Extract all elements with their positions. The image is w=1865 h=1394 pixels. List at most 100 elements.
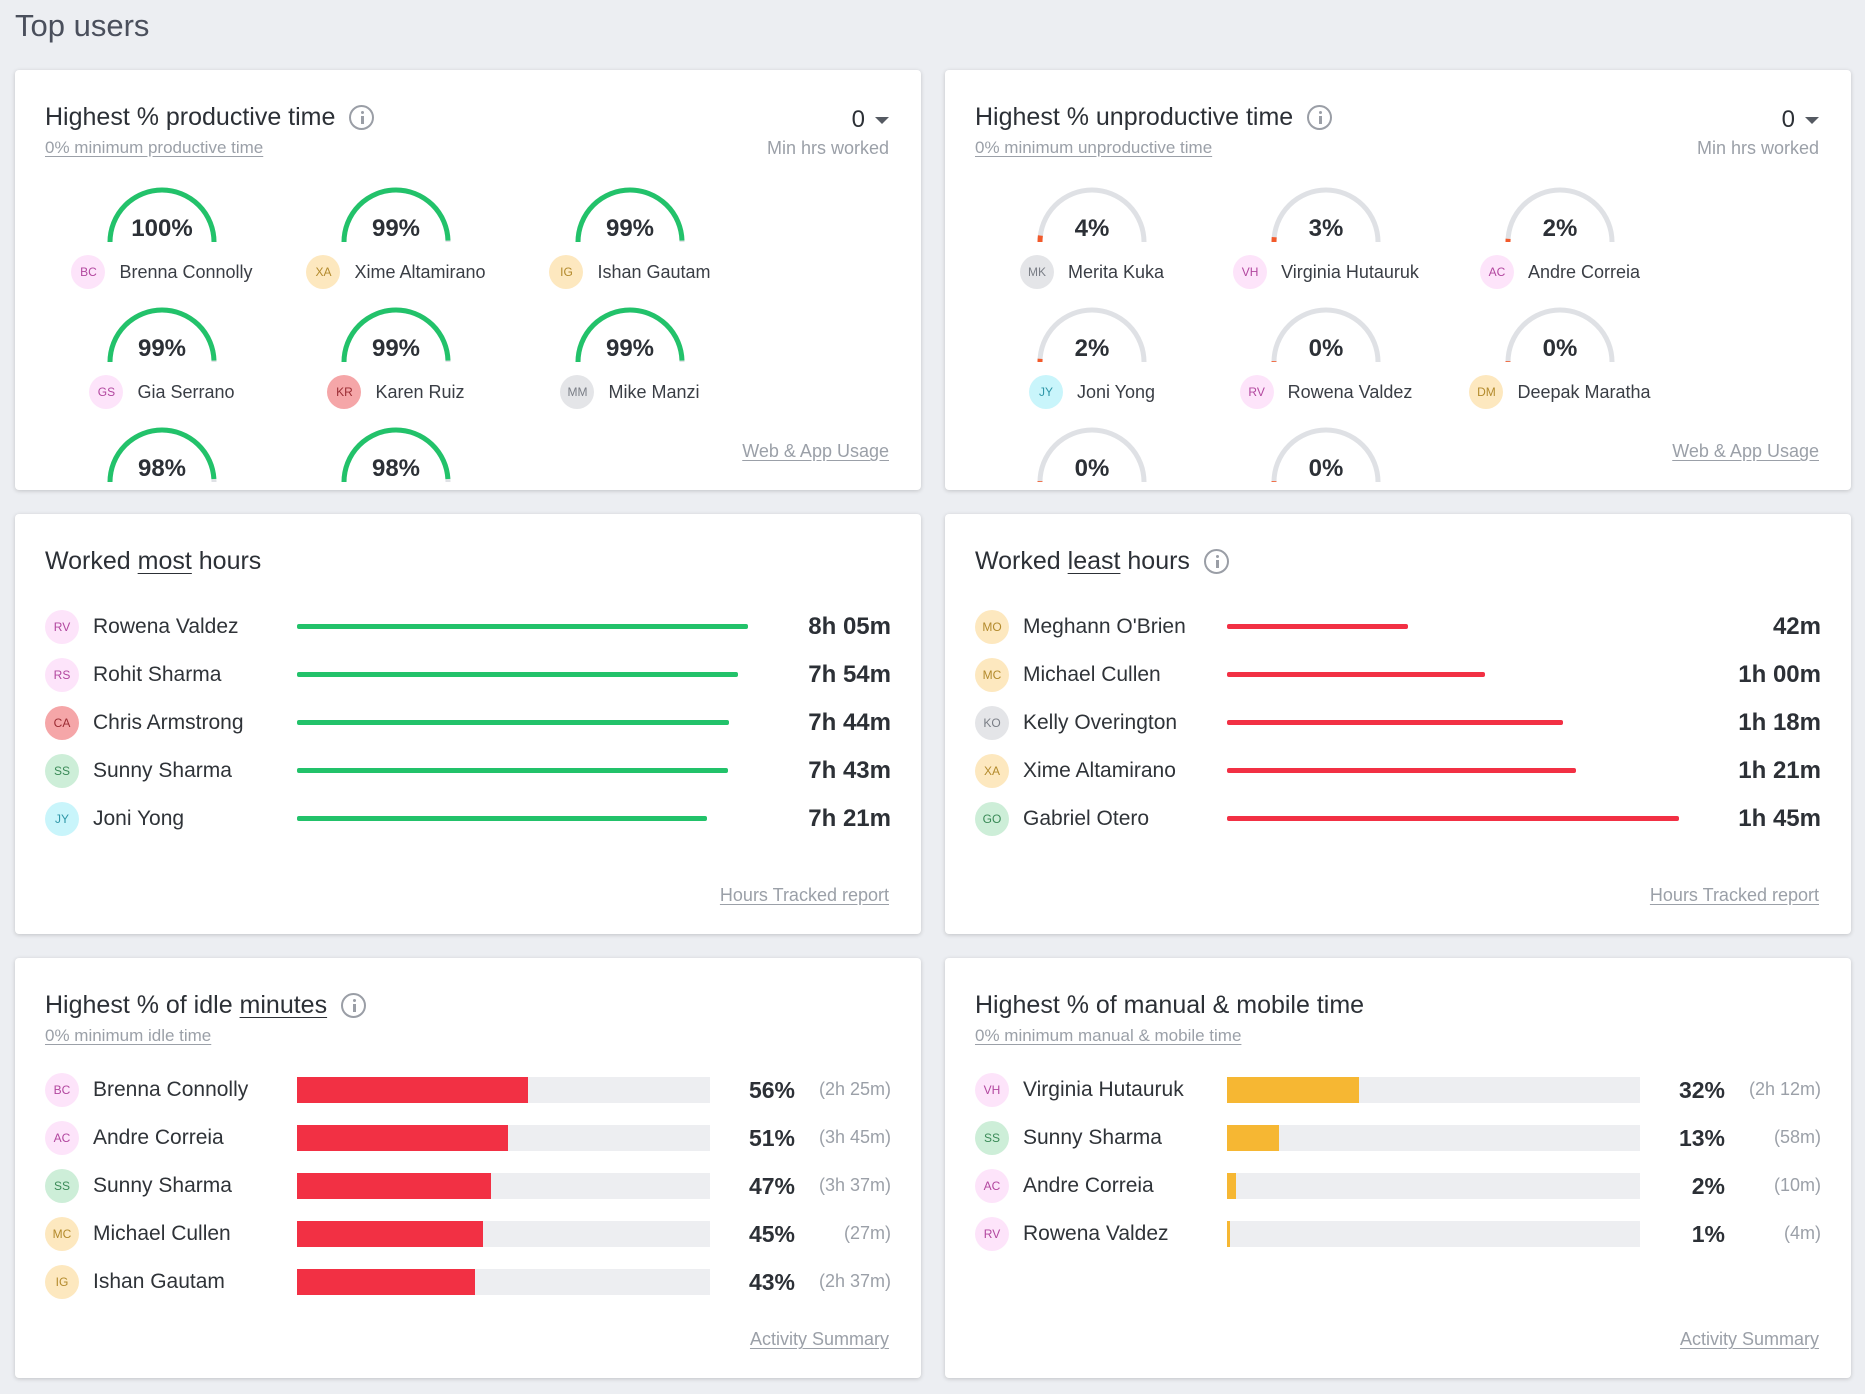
info-icon[interactable]: [341, 993, 367, 1018]
min-hours-dropdown[interactable]: 0: [1782, 106, 1819, 134]
user-row[interactable]: RV Rowena Valdez 8h 05m: [45, 607, 891, 647]
user-row[interactable]: GO Gabriel Otero 1h 45m: [975, 799, 1821, 839]
gauge-percent: 99%: [605, 215, 655, 242]
percent-track: [1227, 1221, 1640, 1247]
user-name: Sunny Sharma: [93, 1174, 232, 1197]
hours-tracked-link[interactable]: Hours Tracked report: [1649, 885, 1819, 905]
user-gauge[interactable]: 99% GS Gia Serrano: [45, 302, 279, 412]
user-name: Xime Altamirano: [1023, 759, 1176, 782]
percent-track: [1227, 1077, 1640, 1103]
avatar: IG: [45, 1265, 79, 1299]
hours-bar: [297, 624, 749, 629]
user-gauge[interactable]: 0%: [975, 422, 1209, 490]
web-app-usage-link[interactable]: Web & App Usage: [1672, 441, 1819, 461]
page-title: Top users: [15, 8, 150, 43]
hours-value: 1h 18m: [1738, 709, 1821, 736]
gauge-percent: 0%: [1074, 455, 1110, 482]
user-row[interactable]: MC Michael Cullen 1h 00m: [975, 655, 1821, 695]
gauge-arc: [1271, 307, 1381, 363]
user-name: Rowena Valdez: [1023, 1222, 1169, 1245]
user-row[interactable]: JY Joni Yong 7h 21m: [45, 799, 891, 839]
gauge-arc: [107, 307, 217, 363]
user-row[interactable]: AC Andre Correia 51% (3h 45m): [45, 1118, 891, 1158]
user-gauge[interactable]: 0%: [1209, 422, 1443, 490]
gauge-user: GS Gia Serrano: [45, 375, 279, 409]
avatar: KO: [975, 706, 1009, 740]
user-gauge[interactable]: 0% DM Deepak Maratha: [1443, 302, 1677, 412]
user-row[interactable]: CA Chris Armstrong 7h 44m: [45, 703, 891, 743]
user-gauge[interactable]: 0% RV Rowena Valdez: [1209, 302, 1443, 412]
user-row[interactable]: MC Michael Cullen 45% (27m): [45, 1214, 891, 1254]
manual-mobile-card: Highest % of manual & mobile time 0% min…: [945, 958, 1851, 1378]
avatar: VH: [1233, 255, 1268, 289]
duration-value: (2h 37m): [818, 1271, 891, 1291]
user-gauge[interactable]: 99% KR Karen Ruiz: [279, 302, 513, 412]
user-row[interactable]: SS Sunny Sharma 47% (3h 37m): [45, 1166, 891, 1206]
user-name: Michael Cullen: [93, 1222, 231, 1245]
user-row[interactable]: VH Virginia Hutauruk 32% (2h 12m): [975, 1070, 1821, 1110]
avatar: IG: [549, 255, 584, 289]
gauge-percent: 4%: [1074, 215, 1110, 242]
user-row[interactable]: SS Sunny Sharma 13% (58m): [975, 1118, 1821, 1158]
gauge-user: RV Rowena Valdez: [1209, 375, 1443, 409]
gauge-fill: [341, 307, 451, 363]
user-row[interactable]: AC Andre Correia 2% (10m): [975, 1166, 1821, 1206]
avatar: MC: [975, 658, 1009, 692]
user-gauge[interactable]: 100% BC Brenna Connolly: [45, 182, 279, 292]
gauge-percent: 99%: [371, 215, 421, 242]
gauge-track: [1271, 427, 1381, 483]
info-icon[interactable]: [1307, 105, 1333, 130]
web-app-usage-link[interactable]: Web & App Usage: [742, 441, 889, 461]
percent-fill: [1227, 1077, 1360, 1103]
gauge-percent: 0%: [1308, 335, 1344, 362]
activity-summary-link[interactable]: Activity Summary: [1679, 1329, 1819, 1349]
percent-fill: [1227, 1125, 1279, 1151]
avatar: SS: [45, 754, 79, 788]
min-hours-dropdown[interactable]: 0: [852, 106, 889, 134]
user-row[interactable]: RS Rohit Sharma 7h 54m: [45, 655, 891, 695]
activity-summary-link[interactable]: Activity Summary: [749, 1329, 889, 1349]
unproductive-time-card: Highest % unproductive time 0% minimum u…: [945, 70, 1851, 490]
info-icon[interactable]: [1203, 549, 1229, 574]
user-name: Joni Yong: [93, 807, 185, 830]
percent-value: 45%: [748, 1221, 795, 1247]
gauge-track: [1505, 187, 1615, 243]
user-gauge[interactable]: 2% AC Andre Correia: [1443, 182, 1677, 292]
avatar: RV: [1239, 375, 1274, 409]
percent-track: [297, 1173, 710, 1199]
gauge-fill: [107, 307, 217, 363]
gauge-user: JY Joni Yong: [975, 375, 1209, 409]
minimum-manual-link[interactable]: 0% minimum manual & mobile time: [975, 1026, 1242, 1045]
user-gauge[interactable]: 98%: [279, 422, 513, 490]
gauge-user: XA Xime Altamirano: [279, 255, 513, 289]
user-row[interactable]: XA Xime Altamirano 1h 21m: [975, 751, 1821, 791]
user-row[interactable]: BC Brenna Connolly 56% (2h 25m): [45, 1070, 891, 1110]
user-row[interactable]: RV Rowena Valdez 1% (4m): [975, 1214, 1821, 1254]
user-row[interactable]: MO Meghann O'Brien 42m: [975, 607, 1821, 647]
user-gauge[interactable]: 3% VH Virginia Hutauruk: [1209, 182, 1443, 292]
gauge-user: MM Mike Manzi: [513, 375, 747, 409]
minimum-productive-link[interactable]: 0% minimum productive time: [45, 138, 264, 157]
info-icon[interactable]: [349, 105, 375, 130]
user-gauge[interactable]: 99% MM Mike Manzi: [513, 302, 747, 412]
user-gauge[interactable]: 98%: [45, 422, 279, 490]
avatar: KR: [327, 375, 362, 409]
card-title: Worked least hours: [975, 547, 1229, 576]
minimum-unproductive-link[interactable]: 0% minimum unproductive time: [975, 138, 1213, 157]
user-name: Virginia Hutauruk: [1023, 1078, 1184, 1101]
gauge-arc: [1037, 307, 1147, 363]
gauge-user: BC Brenna Connolly: [45, 255, 279, 289]
user-gauge[interactable]: 99% IG Ishan Gautam: [513, 182, 747, 292]
hours-tracked-link[interactable]: Hours Tracked report: [719, 885, 889, 905]
percent-track: [297, 1125, 710, 1151]
user-gauge[interactable]: 4% MK Merita Kuka: [975, 182, 1209, 292]
user-gauge[interactable]: 2% JY Joni Yong: [975, 302, 1209, 412]
user-row[interactable]: KO Kelly Overington 1h 18m: [975, 703, 1821, 743]
user-row[interactable]: SS Sunny Sharma 7h 43m: [45, 751, 891, 791]
user-row[interactable]: IG Ishan Gautam 43% (2h 37m): [45, 1262, 891, 1302]
user-name: Sunny Sharma: [1023, 1126, 1162, 1149]
hours-bar: [297, 816, 708, 821]
percent-track: [1227, 1125, 1640, 1151]
user-gauge[interactable]: 99% XA Xime Altamirano: [279, 182, 513, 292]
minimum-idle-link[interactable]: 0% minimum idle time: [45, 1026, 212, 1045]
